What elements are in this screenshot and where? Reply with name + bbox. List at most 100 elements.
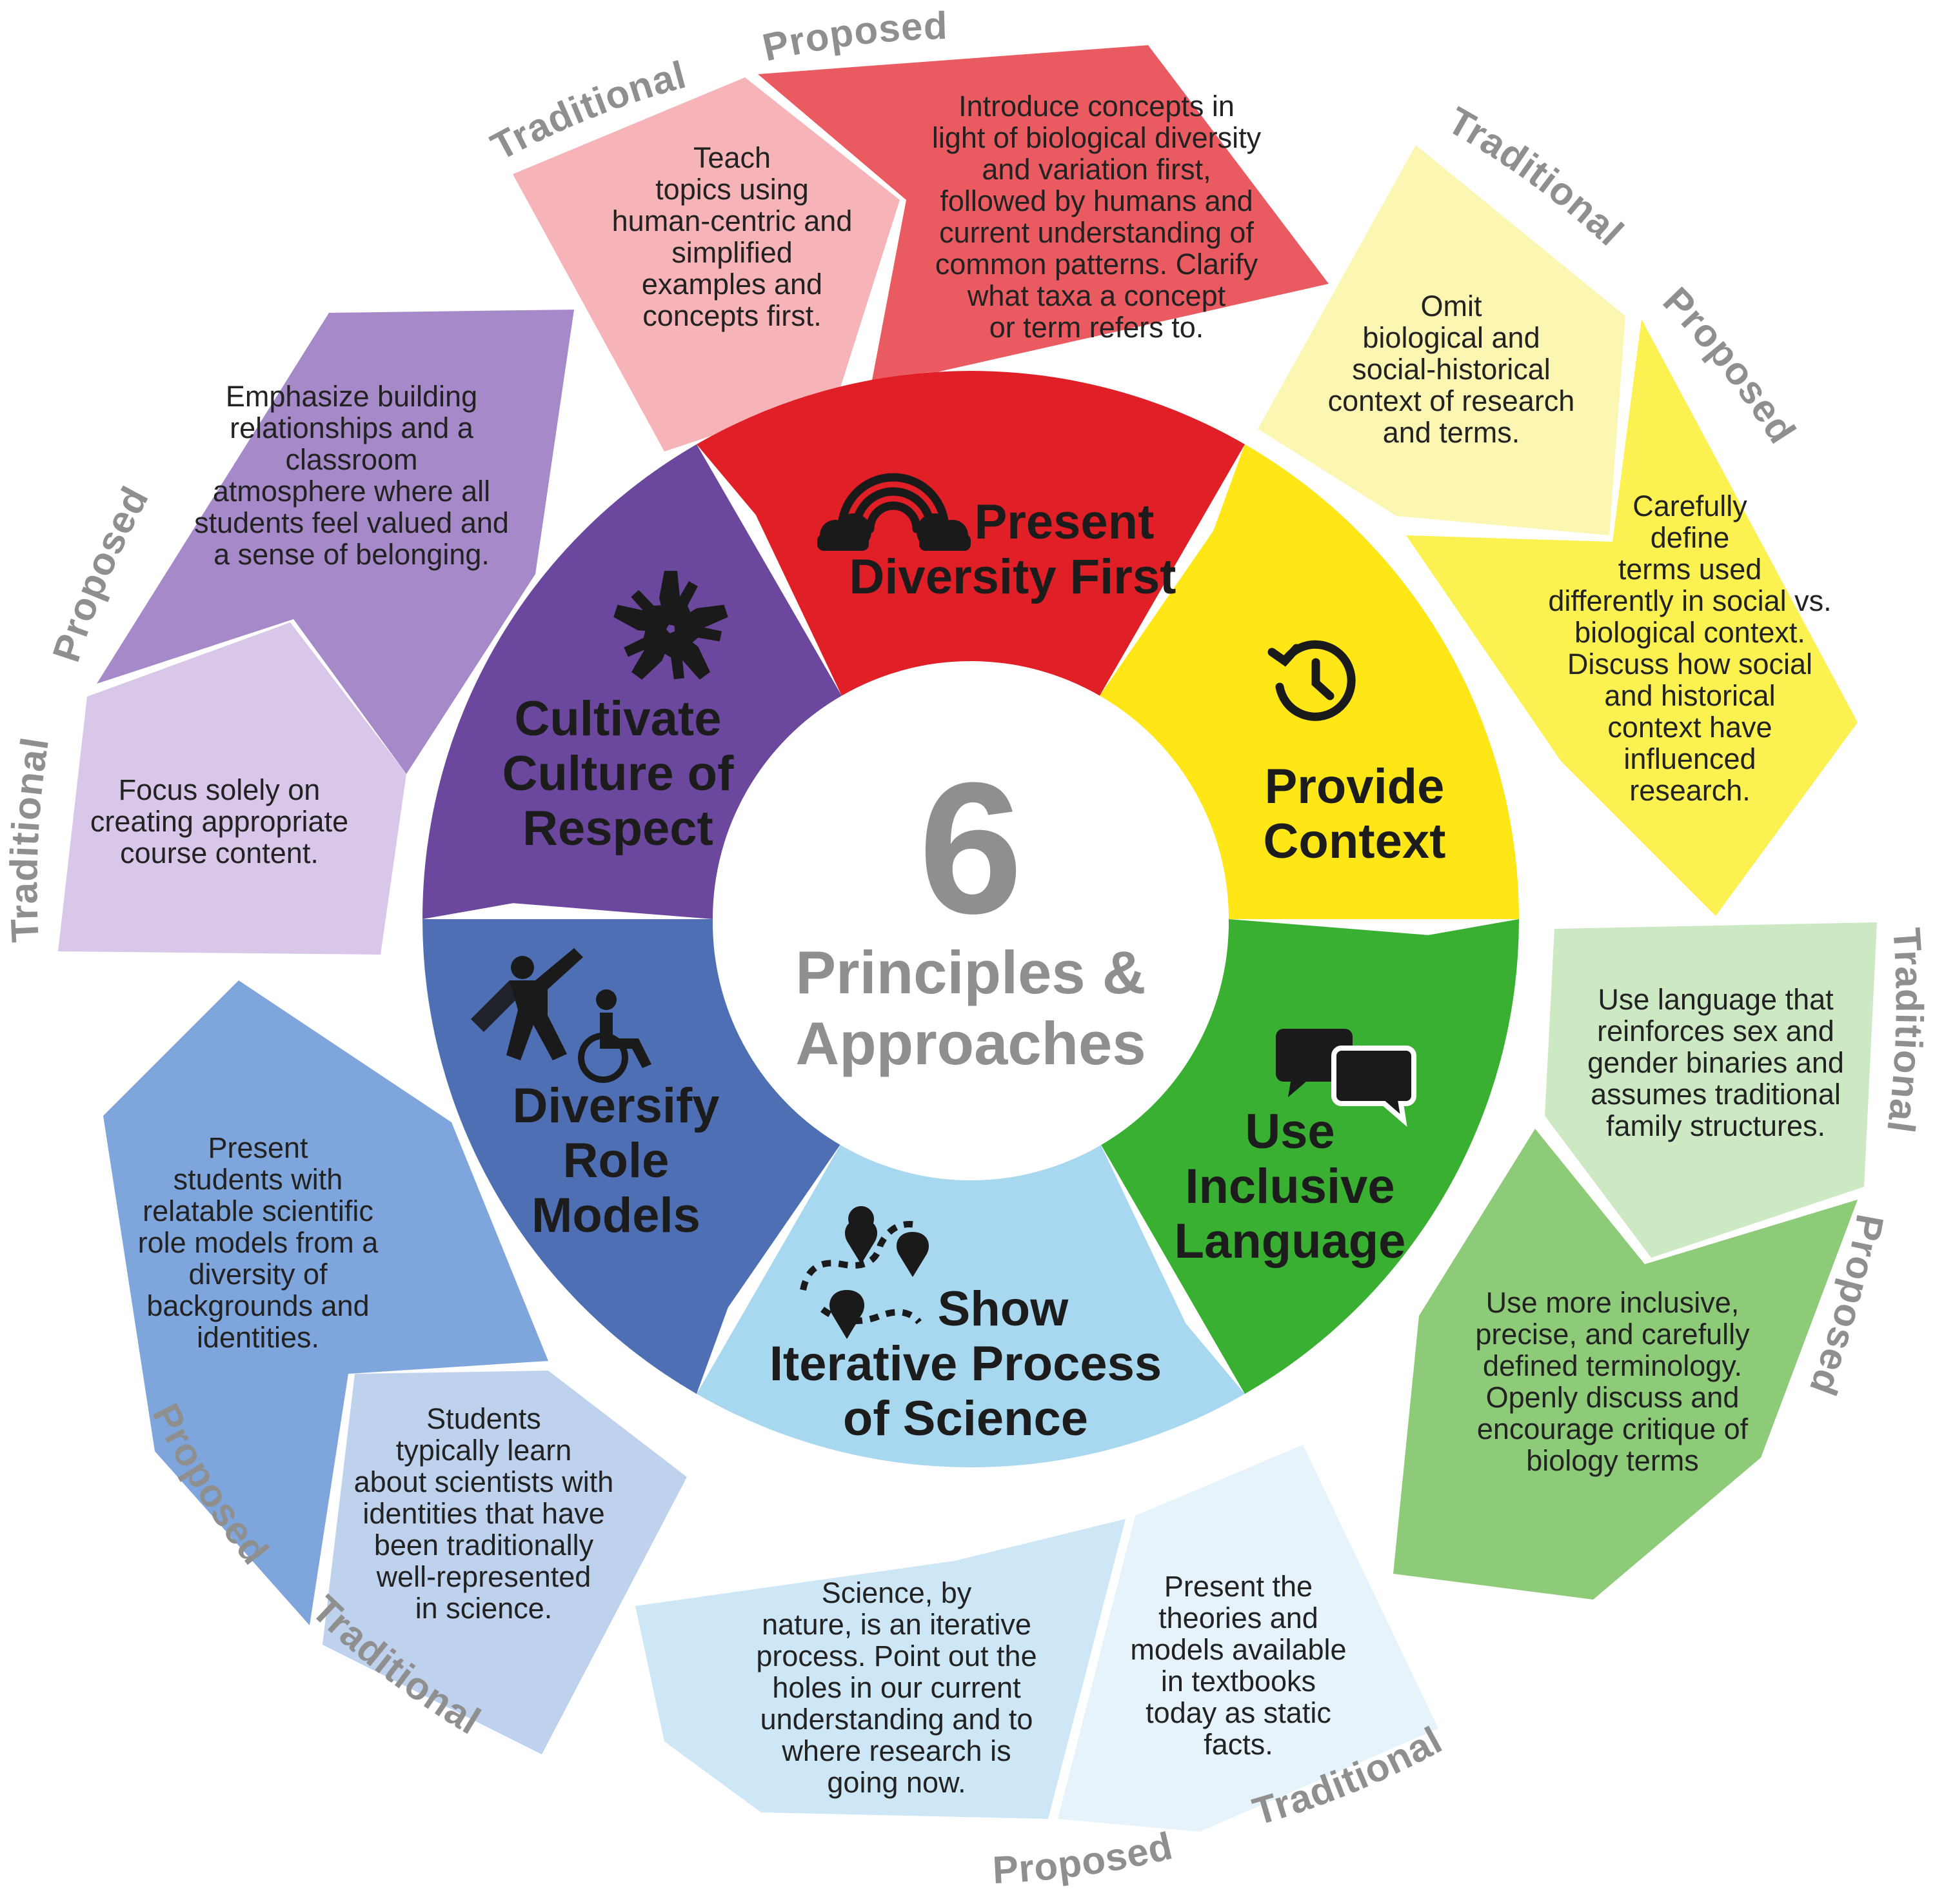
use-inclusive-language-proposed-text: Use more inclusive, precise, and carefull…: [1475, 1286, 1750, 1477]
present-diversity-first-traditional-block: [513, 77, 900, 451]
cultivate-culture-of-respect-segment: [422, 444, 842, 919]
use-inclusive-language-proposed-block: [1393, 1129, 1858, 1600]
center-circle: [713, 664, 1229, 1180]
cultivate-culture-of-respect-traditional-block: [58, 622, 406, 955]
present-diversity-first-traditional-text: Teach topics using human-centric and simpli…: [612, 141, 853, 332]
svg-text:Diversify: Diversify: [512, 1078, 719, 1133]
history-clock-icon: [1267, 640, 1356, 721]
center-line-2: Approaches: [795, 1009, 1146, 1077]
provide-context-traditional-block: [1258, 145, 1625, 535]
text-line: context of research: [1328, 384, 1575, 417]
text-line: define: [1651, 521, 1730, 554]
svg-text:Use: Use: [1245, 1104, 1335, 1159]
present-diversity-first-proposed-text: Introduce concepts in light of biological…: [932, 90, 1262, 344]
text-line: and historical: [1604, 679, 1775, 712]
center-line-1: Principles &: [795, 938, 1146, 1006]
joined-hands-icon: [611, 571, 735, 692]
svg-text:of Science: of Science: [843, 1391, 1088, 1446]
text-line: atmosphere where all: [213, 475, 490, 508]
text-line: social-historical: [1352, 353, 1551, 386]
text-line: biological context.: [1574, 616, 1805, 649]
label-traditional-cultivate-culture-of-respect: Traditional: [2, 734, 57, 943]
text-line: Use more inclusive,: [1486, 1286, 1740, 1319]
text-line: role models from a: [138, 1226, 379, 1259]
text-line: examples and: [642, 268, 822, 301]
label-traditional-use-inclusive-language: Traditional: [1879, 926, 1931, 1136]
provide-context-traditional-text: Omit biological and social-historical conte…: [1328, 290, 1575, 449]
present-diversity-first-segment: [697, 370, 1245, 696]
provide-context-segment: [1100, 444, 1519, 919]
label-proposed-show-iterative-process: Proposed: [991, 1824, 1176, 1892]
center-number: 6: [918, 744, 1022, 953]
center-title: 6 Principles & Approaches: [795, 744, 1146, 1077]
show-iterative-process-segment: [697, 1142, 1245, 1467]
text-line: topics using: [655, 173, 809, 206]
svg-text:Diversity First: Diversity First: [849, 550, 1176, 604]
text-line: models available: [1130, 1633, 1346, 1666]
text-line: going now.: [827, 1766, 966, 1799]
text-line: relatable scientific: [143, 1195, 373, 1227]
text-line: differently in social vs.: [1548, 584, 1831, 617]
text-line: common patterns. Clarify: [935, 248, 1258, 281]
text-line: Discuss how social: [1567, 648, 1812, 680]
show-iterative-process-traditional-text: Present the theories and models available i…: [1130, 1570, 1346, 1761]
svg-text:Culture of: Culture of: [502, 746, 735, 801]
text-line: Use language that: [1598, 983, 1834, 1016]
text-line: simplified: [671, 236, 793, 269]
use-inclusive-language-traditional-text: Use language that reinforces sex and gende…: [1587, 983, 1844, 1142]
text-line: and terms.: [1383, 416, 1520, 449]
svg-text:Respect: Respect: [522, 801, 713, 856]
text-line: relationships and a: [230, 412, 474, 444]
text-line: Focus solely on: [119, 773, 321, 806]
svg-text:Cultivate: Cultivate: [515, 691, 722, 746]
text-line: light of biological diversity: [932, 121, 1262, 154]
text-line: gender binaries and: [1587, 1046, 1844, 1079]
svg-text:Models: Models: [531, 1188, 700, 1243]
svg-text:Iterative Process: Iterative Process: [769, 1336, 1162, 1391]
svg-text:Show: Show: [938, 1282, 1069, 1336]
text-line: Science, by: [822, 1576, 972, 1609]
text-line: human-centric and: [612, 204, 853, 237]
text-line: precise, and carefully: [1475, 1318, 1750, 1351]
svg-text:Context: Context: [1264, 814, 1446, 869]
text-line: understanding and to: [760, 1703, 1033, 1736]
speech-bubbles-icon: [1276, 1029, 1416, 1127]
text-line: influenced: [1623, 742, 1756, 775]
text-line: Emphasize building: [226, 380, 477, 413]
text-line: Present: [208, 1131, 308, 1164]
text-line: assumes traditional: [1591, 1078, 1841, 1111]
text-line: and variation first,: [982, 153, 1211, 186]
cultivate-culture-of-respect-traditional-text: Focus solely on creating appropriate cours…: [90, 773, 348, 869]
use-inclusive-language-segment: [1100, 919, 1519, 1394]
text-line: biological and: [1362, 321, 1540, 354]
text-line: Openly discuss and: [1486, 1381, 1740, 1414]
text-line: encourage critique of: [1477, 1413, 1749, 1445]
provide-context-proposed-text: Carefully define terms used differently in …: [1548, 490, 1831, 807]
diversify-role-models-proposed-text: Present students with relatable scientific…: [138, 1131, 379, 1354]
use-inclusive-language-traditional-block: [1545, 922, 1877, 1258]
text-line: defined terminology.: [1483, 1349, 1742, 1382]
text-line: creating appropriate: [90, 805, 348, 838]
text-line: classroom: [285, 443, 417, 476]
diversify-role-models-traditional-block: [322, 1371, 687, 1754]
text-line: course content.: [120, 837, 319, 869]
text-line: current understanding of: [939, 216, 1254, 249]
principle-title-cultivate-culture-of-respect: Cultivate Culture of Respect: [502, 691, 735, 856]
text-line: today as static: [1146, 1696, 1331, 1729]
label-proposed-present-diversity-first: Proposed: [759, 4, 948, 70]
svg-text:Inclusive: Inclusive: [1185, 1159, 1394, 1214]
block-texts: Teach topics using human-centric and simpli…: [90, 90, 1844, 1799]
svg-text:Language: Language: [1175, 1214, 1406, 1269]
text-line: family structures.: [1606, 1109, 1825, 1142]
text-line: Students: [426, 1402, 541, 1435]
principle-title-use-inclusive-language: Use Inclusive Language: [1175, 1104, 1406, 1269]
text-line: what taxa a concept: [967, 279, 1226, 312]
provide-context-proposed-block: [1406, 319, 1858, 916]
text-line: diversity of: [188, 1258, 328, 1291]
text-line: process. Point out the: [756, 1640, 1037, 1672]
text-line: concepts first.: [642, 299, 822, 332]
text-line: Teach: [693, 141, 771, 174]
show-iterative-process-proposed-block: [635, 1519, 1126, 1819]
principle-title-show-iterative-process: Show Iterative Process of Science: [769, 1282, 1162, 1446]
text-line: context have: [1607, 711, 1772, 744]
